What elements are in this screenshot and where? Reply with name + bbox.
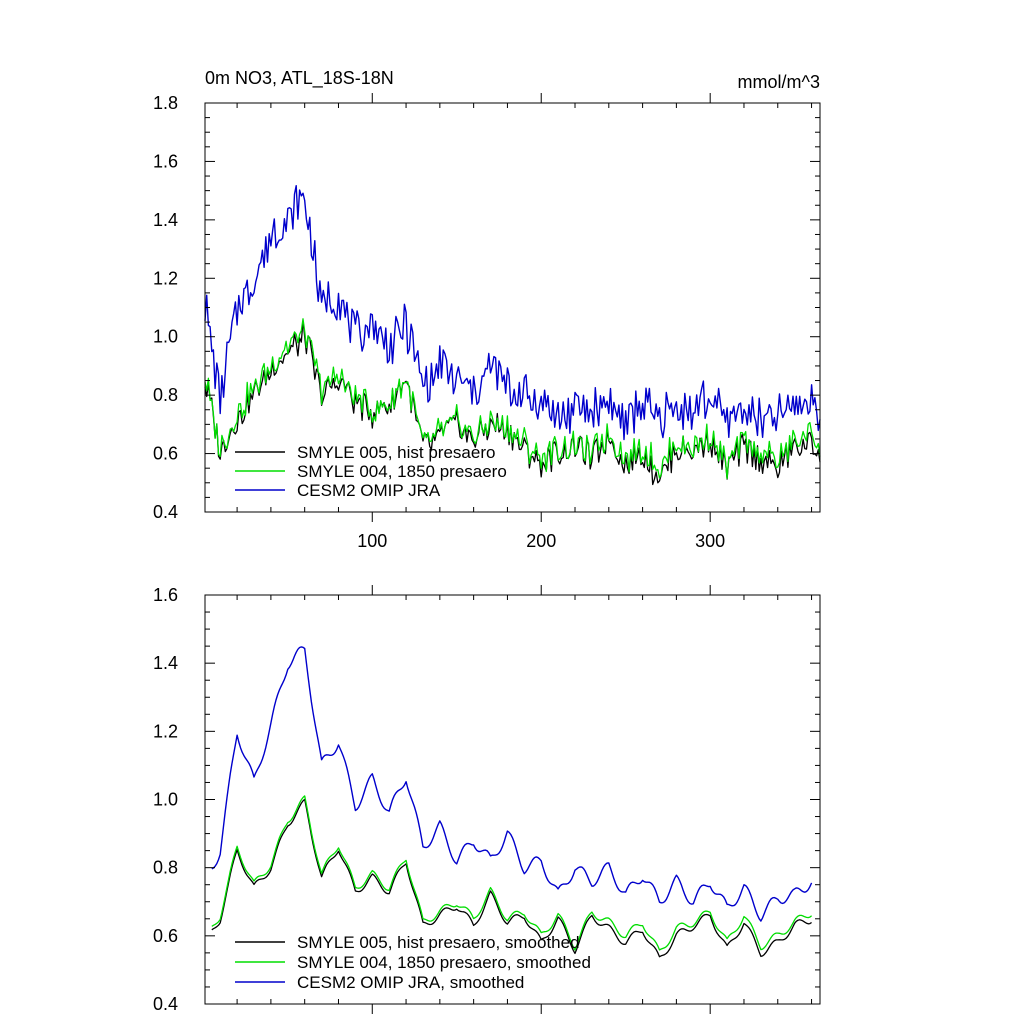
x-tick-label: 100: [357, 531, 387, 551]
y-tick-label: 0.6: [153, 444, 178, 464]
legend-label-2: SMYLE 004, 1850 presaero: [297, 462, 507, 481]
y-tick-label: 1.4: [153, 653, 178, 673]
bottom-panel-legend: SMYLE 005, hist presaero, smoothedSMYLE …: [235, 933, 591, 992]
y-tick-label: 1.2: [153, 268, 178, 288]
y-tick-label: 0.4: [153, 994, 178, 1014]
series-line-1: [211, 798, 812, 958]
series-line-2: [211, 795, 813, 951]
y-tick-label: 1.8: [153, 93, 178, 113]
x-tick-label: 200: [526, 531, 556, 551]
x-tick-label: 300: [695, 531, 725, 551]
top-panel-units: mmol/m^3: [738, 72, 820, 92]
y-tick-label: 0.8: [153, 858, 178, 878]
legend-label-1: SMYLE 005, hist presaero: [297, 443, 495, 462]
legend-label-3: CESM2 OMIP JRA, smoothed: [297, 973, 524, 992]
y-tick-label: 1.0: [153, 327, 178, 347]
top-panel-series-lines: [204, 184, 821, 486]
bottom-panel-series-lines: [211, 646, 813, 958]
y-tick-label: 1.6: [153, 585, 178, 605]
y-tick-label: 1.4: [153, 210, 178, 230]
y-tick-label: 0.8: [153, 385, 178, 405]
legend-label-3: CESM2 OMIP JRA: [297, 481, 441, 500]
y-tick-label: 1.2: [153, 721, 178, 741]
legend-label-2: SMYLE 004, 1850 presaero, smoothed: [297, 953, 591, 972]
legend-label-1: SMYLE 005, hist presaero, smoothed: [297, 933, 580, 952]
top-panel-ticks: 0.4 0.6 0.8 1.0 1.2 1.4 1.6 1.8 100 200 300: [153, 93, 820, 551]
bottom-panel: 0.4 0.6 0.8 1.0 1.2 1.4 1.6 SMYLE 005, hist pr…: [153, 585, 821, 1014]
y-tick-label: 1.0: [153, 790, 178, 810]
top-panel: 0m NO3, ATL_18S-18N mmol/m^3 0.4 0.6 0.8 1.…: [153, 68, 821, 551]
series-line-3: [211, 646, 813, 922]
series-line-2: [204, 318, 821, 480]
series-line-3: [204, 184, 821, 441]
y-tick-label: 0.6: [153, 926, 178, 946]
y-tick-label: 1.6: [153, 151, 178, 171]
bottom-panel-ticks: 0.4 0.6 0.8 1.0 1.2 1.4 1.6: [153, 585, 820, 1014]
y-tick-label: 0.4: [153, 502, 178, 522]
top-panel-title: 0m NO3, ATL_18S-18N: [205, 68, 394, 89]
